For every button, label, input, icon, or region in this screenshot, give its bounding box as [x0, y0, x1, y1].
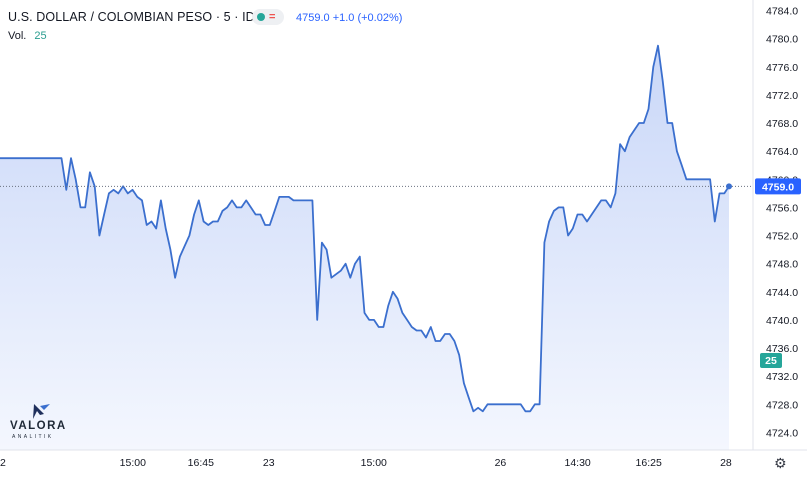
- valora-logo: VALORA ANALITIK: [10, 402, 70, 442]
- price-tick-label: 4732.0: [766, 371, 798, 383]
- price-tick-label: 4772.0: [766, 90, 798, 102]
- time-tick-label: 15:00: [120, 457, 146, 469]
- market-open-icon: [257, 13, 265, 21]
- price-area-fill: [0, 45, 729, 450]
- last-volume-value: 25: [765, 355, 777, 367]
- price-tick-label: 4784.0: [766, 6, 798, 18]
- last-volume-badge: [760, 353, 782, 368]
- time-tick-label: 15:00: [361, 457, 387, 469]
- price-change: 4759.0 +1.0 (+0.02%): [296, 12, 403, 24]
- price-tick-label: 4724.0: [766, 427, 798, 439]
- price-tick-label: 4752.0: [766, 231, 798, 243]
- last-price-dot: [726, 183, 732, 190]
- price-tick-label: 4780.0: [766, 34, 798, 46]
- last-price-value: 4759.0: [762, 181, 794, 193]
- symbol-label: U.S. DOLLAR / COLOMBIAN PESO · 5 · IDC: [8, 10, 264, 24]
- time-tick-label: 16:45: [188, 457, 214, 469]
- time-tick-label: 23: [263, 457, 275, 469]
- volume-legend: Vol. 25: [8, 30, 47, 42]
- time-tick-label: 16:25: [636, 457, 662, 469]
- price-tick-label: 4756.0: [766, 202, 798, 214]
- price-tick-label: 4744.0: [766, 287, 798, 299]
- time-tick-label: 28: [720, 457, 732, 469]
- price-line: [0, 44, 730, 413]
- volume-value: 25: [34, 30, 47, 42]
- price-tick-label: 4736.0: [766, 343, 798, 355]
- gear-icon[interactable]: ⚙: [774, 455, 787, 471]
- equals-icon: =: [269, 11, 276, 23]
- price-axis[interactable]: 4724.0 4728.0 4732.0 4736.0 4740.0 4744.0 4748…: [766, 6, 798, 440]
- price-tick-label: 4768.0: [766, 118, 798, 130]
- logo-name: VALORA: [10, 420, 67, 432]
- time-tick-label: 26: [495, 457, 507, 469]
- logo-tagline: ANALITIK: [12, 434, 54, 440]
- volume-label: Vol.: [8, 30, 27, 42]
- last-price-badge: [755, 178, 801, 195]
- time-tick-label: 22: [0, 457, 6, 469]
- price-tick-label: 4728.0: [766, 399, 798, 411]
- symbol-title[interactable]: U.S. DOLLAR / COLOMBIAN PESO · 5 · IDC: [8, 10, 264, 24]
- price-tick-label: 4764.0: [766, 146, 798, 158]
- price-tick-label: 4776.0: [766, 62, 798, 74]
- price-tick-label: 4740.0: [766, 315, 798, 327]
- time-tick-label: 14:30: [564, 457, 590, 469]
- logo-emblem: [33, 404, 50, 419]
- time-axis[interactable]: 22 15:00 16:45 23 15:00 26 14:30 16:25 28: [0, 457, 732, 469]
- market-status[interactable]: =: [252, 9, 284, 25]
- price-tick-label: 4748.0: [766, 259, 798, 271]
